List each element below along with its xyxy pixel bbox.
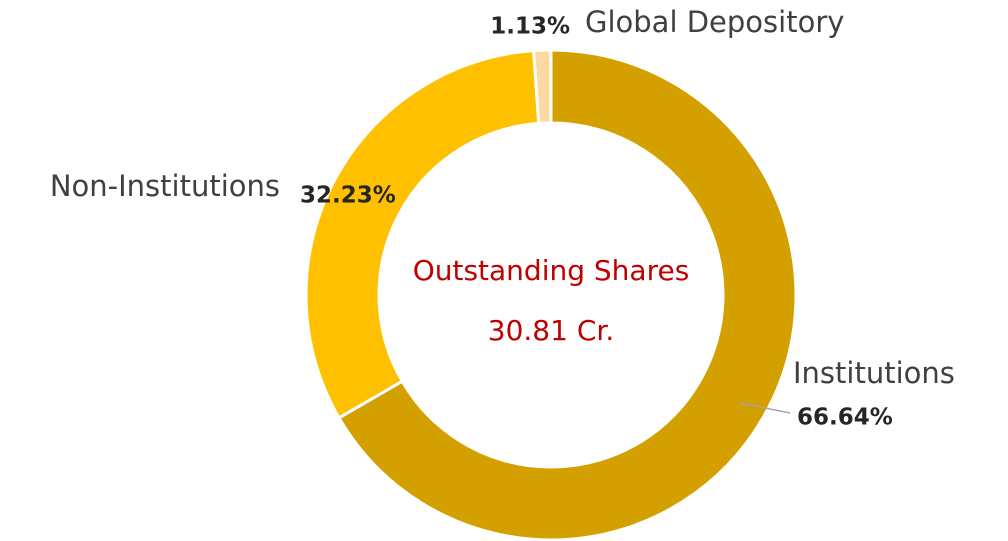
category-label: Non-Institutions <box>50 169 280 203</box>
donut-segment <box>532 48 553 126</box>
leader-line <box>739 402 791 414</box>
category-label: Institutions <box>793 356 955 390</box>
center-value: 30.81 Cr. <box>488 314 614 347</box>
donut-segment <box>336 48 798 541</box>
value-label: 1.13% <box>490 14 570 40</box>
value-label: 32.23% <box>300 183 396 209</box>
center-title: Outstanding Shares <box>413 254 690 287</box>
category-label: Global Depository <box>585 5 844 39</box>
value-label: 66.64% <box>797 405 893 431</box>
donut-segment <box>304 49 541 420</box>
